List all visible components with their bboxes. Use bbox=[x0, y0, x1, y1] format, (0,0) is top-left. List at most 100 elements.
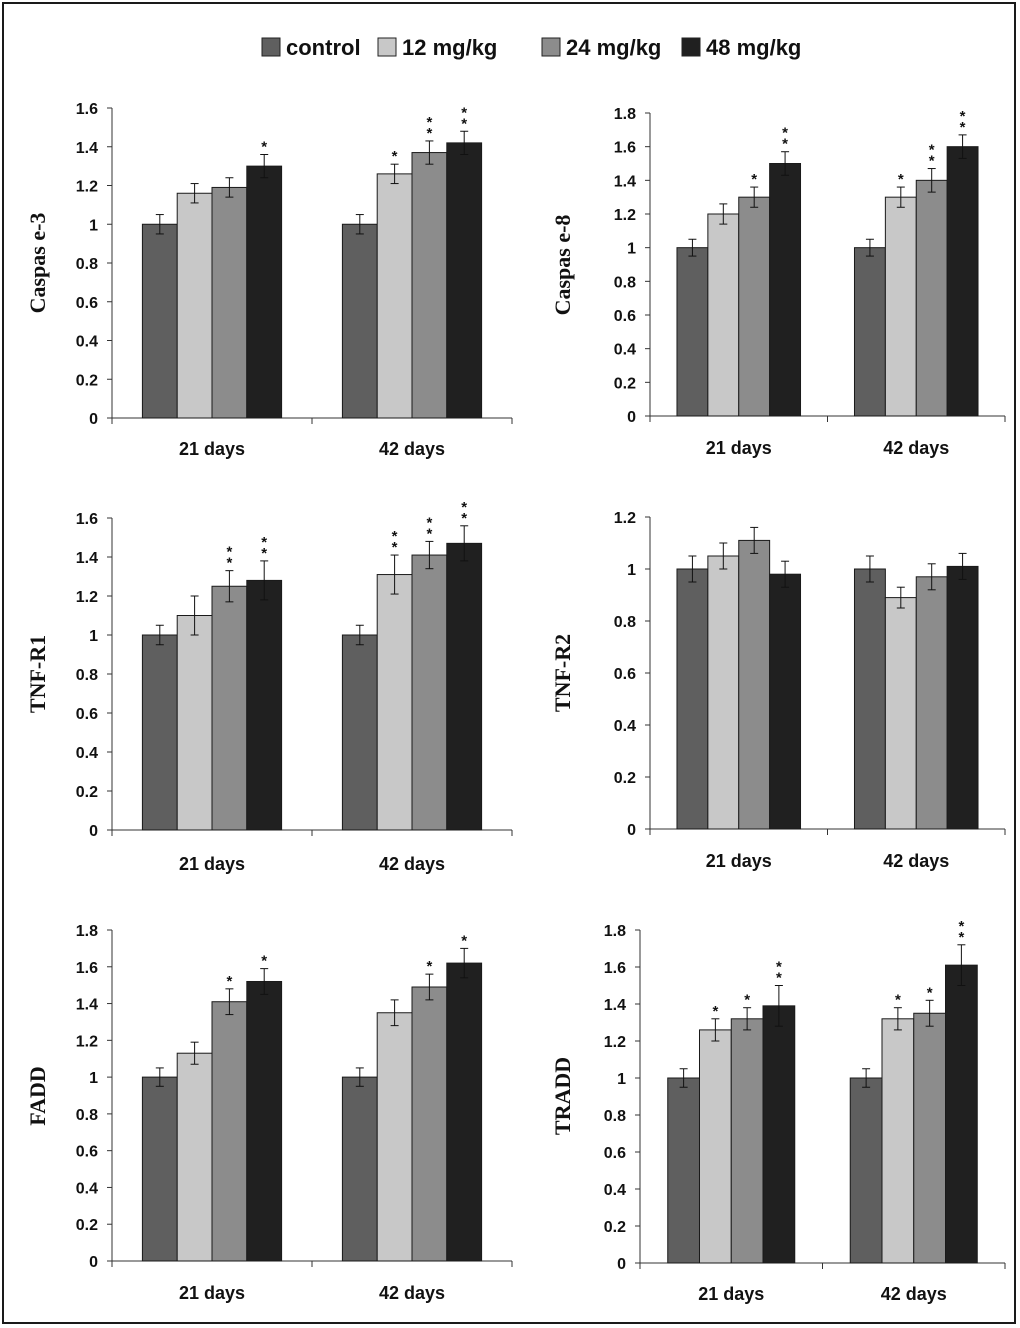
bar bbox=[211, 1001, 248, 1262]
x-category-label: 21 days bbox=[706, 851, 772, 871]
legend: control 12 mg/kg 24 mg/kg 48 mg/kg bbox=[261, 35, 801, 60]
x-category-label: 42 days bbox=[883, 438, 949, 458]
x-category-label: 21 days bbox=[179, 1283, 245, 1303]
y-tick-label: 0.6 bbox=[604, 1145, 626, 1162]
significance-star: * bbox=[461, 115, 467, 132]
significance-star: * bbox=[261, 545, 267, 562]
bar bbox=[341, 634, 378, 831]
bar bbox=[246, 165, 283, 419]
bar bbox=[411, 554, 448, 831]
y-tick-label: 1.6 bbox=[604, 960, 626, 977]
y-tick-label: 0.6 bbox=[76, 295, 98, 312]
y-tick-label: 0.8 bbox=[614, 274, 636, 291]
significance-star: * bbox=[426, 514, 432, 531]
y-tick-label: 1 bbox=[617, 1071, 626, 1088]
bar bbox=[707, 555, 740, 830]
significance-star: * bbox=[461, 104, 467, 121]
significance-star: * bbox=[712, 1003, 718, 1020]
y-tick-label: 1.8 bbox=[76, 923, 98, 940]
legend-swatch bbox=[541, 37, 561, 57]
y-tick-label: 1.6 bbox=[614, 140, 636, 157]
y-axis-label: Caspas e-3 bbox=[25, 213, 50, 314]
legend-label: control bbox=[286, 35, 361, 60]
y-tick-label: 0.2 bbox=[604, 1219, 626, 1236]
y-tick-label: 1.8 bbox=[604, 923, 626, 940]
y-tick-label: 1.4 bbox=[76, 550, 98, 567]
bar bbox=[341, 223, 378, 419]
y-tick-label: 1.2 bbox=[614, 510, 636, 527]
bar bbox=[446, 962, 483, 1262]
bar bbox=[884, 196, 917, 417]
y-tick-label: 0 bbox=[627, 409, 636, 426]
legend-label: 48 mg/kg bbox=[706, 35, 801, 60]
y-tick-label: 0.2 bbox=[76, 784, 98, 801]
bar bbox=[738, 196, 771, 417]
y-tick-label: 1.2 bbox=[76, 1033, 98, 1050]
x-category-label: 42 days bbox=[881, 1284, 947, 1304]
x-category-label: 21 days bbox=[706, 438, 772, 458]
bar bbox=[667, 1077, 700, 1264]
significance-star: * bbox=[929, 153, 935, 170]
bar bbox=[945, 964, 978, 1264]
bar bbox=[341, 1076, 378, 1262]
x-category-label: 42 days bbox=[379, 439, 445, 459]
y-tick-label: 1 bbox=[89, 217, 98, 234]
y-tick-label: 1.6 bbox=[76, 511, 98, 528]
significance-star: * bbox=[392, 539, 398, 556]
y-tick-label: 0.4 bbox=[76, 745, 98, 762]
y-tick-label: 0 bbox=[627, 822, 636, 839]
y-tick-label: 0.6 bbox=[614, 666, 636, 683]
significance-star: * bbox=[960, 108, 966, 125]
x-category-label: 21 days bbox=[179, 854, 245, 874]
significance-star: * bbox=[261, 534, 267, 551]
bar bbox=[211, 186, 248, 419]
bar bbox=[946, 146, 979, 417]
bar bbox=[141, 1076, 178, 1262]
significance-star: * bbox=[958, 918, 964, 935]
x-category-label: 42 days bbox=[379, 1283, 445, 1303]
legend-swatch bbox=[681, 37, 701, 57]
y-tick-label: 0.6 bbox=[76, 706, 98, 723]
bar bbox=[915, 576, 948, 830]
x-category-label: 42 days bbox=[883, 851, 949, 871]
y-tick-label: 0.4 bbox=[76, 1180, 98, 1197]
bar bbox=[376, 1012, 413, 1262]
y-tick-label: 0.2 bbox=[614, 375, 636, 392]
y-tick-label: 1 bbox=[627, 241, 636, 258]
significance-star: * bbox=[392, 148, 398, 165]
bar bbox=[211, 585, 248, 831]
bar bbox=[881, 1018, 915, 1264]
bar bbox=[246, 980, 283, 1262]
y-tick-label: 0.2 bbox=[76, 372, 98, 389]
y-tick-label: 1 bbox=[89, 1070, 98, 1087]
y-tick-label: 0 bbox=[617, 1256, 626, 1273]
bar bbox=[446, 142, 483, 419]
y-tick-label: 0.2 bbox=[76, 1217, 98, 1234]
bar bbox=[676, 247, 709, 417]
y-tick-label: 1.2 bbox=[614, 207, 636, 224]
significance-star: * bbox=[392, 528, 398, 545]
bar bbox=[738, 539, 771, 830]
bar bbox=[853, 247, 886, 417]
significance-star: * bbox=[927, 984, 933, 1001]
y-tick-label: 0.4 bbox=[76, 334, 98, 351]
y-tick-label: 1.4 bbox=[76, 140, 98, 157]
significance-star: * bbox=[958, 929, 964, 946]
y-tick-label: 1.2 bbox=[76, 179, 98, 196]
bar bbox=[141, 634, 178, 831]
y-tick-label: 0.4 bbox=[604, 1182, 626, 1199]
significance-star: * bbox=[426, 525, 432, 542]
legend-swatch bbox=[377, 37, 397, 57]
y-tick-label: 1.2 bbox=[604, 1034, 626, 1051]
bar bbox=[141, 223, 178, 419]
x-category-label: 21 days bbox=[698, 1284, 764, 1304]
bar bbox=[698, 1029, 732, 1264]
y-tick-label: 1.8 bbox=[614, 106, 636, 123]
y-tick-label: 1.6 bbox=[76, 960, 98, 977]
bar bbox=[411, 986, 448, 1262]
y-tick-label: 0.4 bbox=[614, 342, 636, 359]
significance-star: * bbox=[461, 499, 467, 516]
